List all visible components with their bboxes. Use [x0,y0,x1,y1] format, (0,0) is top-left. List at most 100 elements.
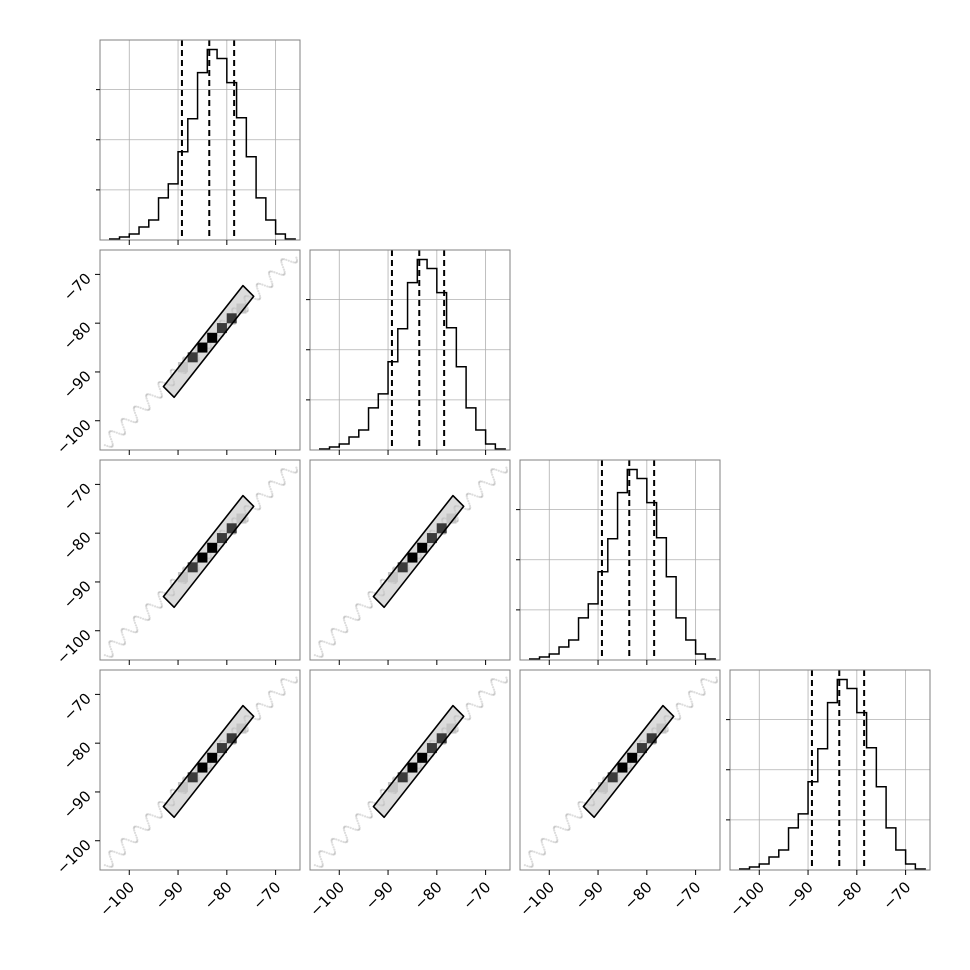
scatter-point [689,690,692,693]
density-cell [216,743,227,754]
scatter-point [478,480,481,483]
scatter-point [343,621,347,624]
scatter-point [535,851,538,854]
scatter-point [294,261,297,264]
scatter-point [492,483,495,486]
scatter-point [108,430,111,433]
scatter-point [381,578,384,581]
scatter-point [123,428,126,431]
scatter-point [479,480,482,483]
scatter-point [681,703,684,706]
scatter-point [320,655,323,658]
scatter-point [493,693,496,696]
scatter-point [111,444,114,447]
scatter-point [118,852,121,855]
scatter-point [257,508,261,511]
density-cell [387,572,398,583]
scatter-point [281,266,285,269]
scatter-point [566,819,569,823]
scatter-point [290,470,293,473]
scatter-point [257,499,260,503]
scatter-point [151,394,154,397]
scatter-point [705,678,708,681]
y-tick-label: −80 [60,738,95,773]
density-cell [417,542,428,553]
scatter-point [332,853,335,856]
scatter-point [108,433,111,436]
scatter-point [273,481,276,484]
scatter-point [369,600,372,603]
scatter-point [111,652,114,655]
scatter-point [255,283,258,287]
scatter-point [332,846,335,849]
scatter-point [127,839,130,842]
scatter-point [133,621,137,624]
scatter-point [281,263,284,266]
scatter-point [257,492,260,495]
density-cell [397,772,408,783]
scatter-point [246,519,249,523]
scatter-point [318,850,321,853]
scatter-point [144,828,147,831]
scatter-point [469,716,472,719]
scatter-point [528,865,531,868]
scatter-point [357,813,360,816]
scatter-point [146,819,149,823]
density-cell [226,733,237,744]
scatter-point [354,618,357,621]
scatter-point [468,504,472,507]
scatter-point [111,862,114,865]
scatter-point [133,619,136,622]
x-tick-label: −80 [201,878,236,913]
scatter-point [345,630,348,634]
scatter-point [479,698,482,701]
scatter-point [715,681,718,684]
scatter-point [677,702,680,705]
scatter-point [490,681,493,684]
scatter-point [261,493,264,496]
scatter-point [313,864,316,867]
scatter-point [290,680,293,683]
scatter-point [356,618,359,622]
scatter-point [366,606,369,609]
scatter-point [169,371,172,374]
scatter-point [148,826,151,829]
scatter-point [133,405,136,408]
scatter-point [108,655,111,658]
scatter-point [158,591,161,594]
scatter-point [538,852,541,855]
scatter-point [491,686,495,689]
scatter-point [108,850,111,853]
scatter-point [169,579,172,583]
scatter-point [147,822,150,825]
scatter-point [357,618,360,621]
scatter-point [355,815,358,818]
scatter-point [466,497,469,500]
scatter-point [142,407,145,410]
scatter-point [127,629,130,632]
scatter-point [139,616,142,619]
scatter-point [170,788,173,792]
scatter-point [258,294,262,297]
scatter-point [344,631,347,634]
scatter-point [678,714,682,717]
scatter-point [121,423,124,426]
scatter-point [391,567,395,570]
scatter-point [280,258,283,261]
scatter-point [246,516,249,519]
scatter-point [698,692,701,696]
scatter-point [340,840,343,843]
scatter-point [255,285,258,288]
scatter-point [108,853,111,856]
scatter-point [542,846,545,849]
scatter-point [379,789,382,793]
scatter-point [145,815,148,818]
scatter-point [343,831,347,834]
scatter-point [319,855,322,858]
scatter-point [465,703,468,707]
scatter-point [318,655,321,658]
scatter-point [366,816,369,819]
scatter-point [321,655,324,658]
scatter-point [346,628,349,631]
density-cell [226,523,237,534]
